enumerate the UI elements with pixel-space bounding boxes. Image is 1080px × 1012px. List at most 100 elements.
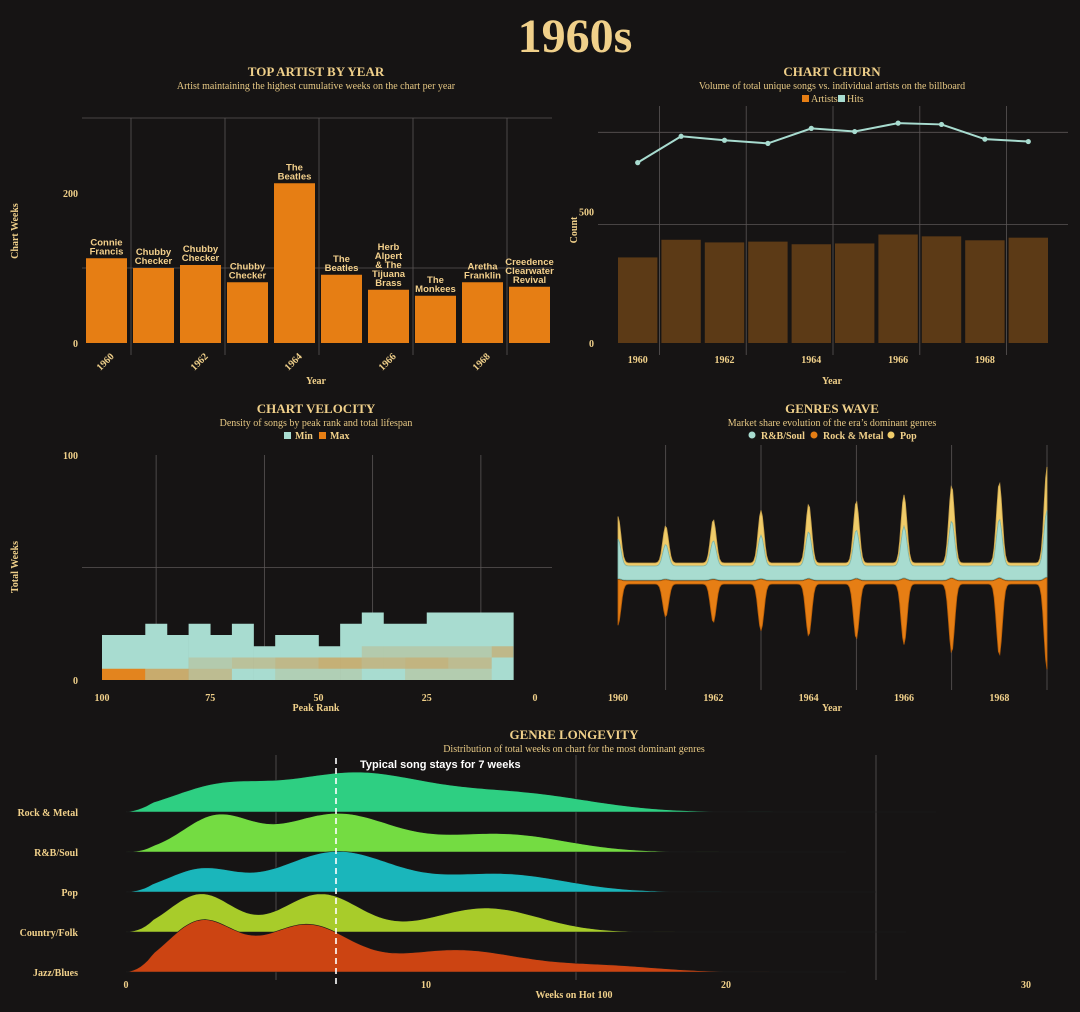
chart-churn-ylabel: Count <box>569 216 580 243</box>
x-tick-label: 1966 <box>377 351 399 373</box>
x-tick-label: 1968 <box>989 693 1009 704</box>
x-tick-label: 1960 <box>95 351 117 373</box>
chart-velocity-xlabel: Peak Rank <box>293 703 340 714</box>
heat-cell-hot <box>188 668 232 680</box>
bar-label: The Monkees <box>415 275 456 295</box>
bar-label: Aretha Franklin <box>464 261 501 281</box>
hits-point-1964 <box>808 125 814 131</box>
heat-cell-hot <box>231 657 276 669</box>
heat-cell-hot <box>361 657 406 669</box>
top-artist-subtitle: Artist maintaining the highest cumulativ… <box>177 81 456 92</box>
bar-1961 <box>133 268 174 343</box>
x-tick-label: 1962 <box>715 355 735 366</box>
legend-label-rnb: R&B/Soul <box>761 431 805 442</box>
heat-cell-hot <box>145 668 189 680</box>
genres-wave-subtitle: Market share evolution of the era’s domi… <box>728 418 937 429</box>
bar-artists-1962 <box>704 242 745 343</box>
bar-label: Chubby Checker <box>135 247 173 267</box>
x-tick-label: 10 <box>421 980 431 991</box>
x-tick-label: 1964 <box>801 355 821 366</box>
bar-label: Connie Francis <box>90 237 124 257</box>
top-artist-title: TOP ARTIST BY YEAR <box>248 64 385 79</box>
bar-1968 <box>462 282 503 343</box>
chart-churn-xlabel: Year <box>822 376 843 387</box>
y-tick-label: 100 <box>63 451 78 462</box>
x-tick-label: 0 <box>124 980 129 991</box>
top-artist-panel: TOP ARTIST BY YEAR Artist maintaining th… <box>10 64 554 387</box>
x-tick-label: 1962 <box>703 693 723 704</box>
chart-velocity-panel: CHART VELOCITY Density of songs by peak … <box>10 401 552 714</box>
legend-label-rock: Rock & Metal <box>823 431 884 442</box>
chart-churn-title: CHART CHURN <box>783 64 881 79</box>
heat-cell-hot <box>405 668 492 680</box>
top-artist-ylabel: Chart Weeks <box>10 203 21 259</box>
legend-dot-rnb <box>748 431 756 439</box>
bar-artists-1969 <box>1008 237 1048 343</box>
bar-1967 <box>415 295 456 343</box>
genres-wave-title: GENRES WAVE <box>785 401 879 416</box>
y-tick-label: 200 <box>63 189 78 200</box>
legend-swatch-max <box>319 432 326 439</box>
x-tick-label: 1960 <box>628 355 648 366</box>
ridge-r-b-soul <box>125 813 846 853</box>
bar-artists-1961 <box>661 239 701 343</box>
genres-wave-xlabel: Year <box>822 703 843 714</box>
bar-1963 <box>227 282 268 343</box>
ridge-label: R&B/Soul <box>34 848 78 859</box>
heat-cell-hot <box>275 657 319 669</box>
chart-velocity-ylabel: Total Weeks <box>10 541 21 593</box>
ridge-label: Rock & Metal <box>17 808 78 819</box>
y-tick-label: 0 <box>73 676 78 687</box>
hits-line <box>637 122 1029 164</box>
genre-longevity-title: GENRE LONGEVITY <box>510 727 640 742</box>
hits-point-1966 <box>895 120 901 126</box>
heat-cell-min <box>426 612 514 680</box>
x-tick-label: 1968 <box>975 355 995 366</box>
x-tick-label: 1966 <box>888 355 908 366</box>
hits-point-1962 <box>721 137 728 143</box>
ridge-label: Country/Folk <box>20 928 79 939</box>
heat-cell-min <box>210 635 233 680</box>
hits-point-1960 <box>635 160 641 166</box>
chart-velocity-title: CHART VELOCITY <box>257 401 376 416</box>
bar-label: Chubby Checker <box>229 261 267 281</box>
stream-rnb-soul <box>617 510 1048 581</box>
legend-dot-rock <box>810 431 818 439</box>
median-annotation: Typical song stays for 7 weeks <box>360 759 521 771</box>
bar-1966 <box>368 289 409 343</box>
chart-churn-subtitle: Volume of total unique songs vs. individ… <box>699 81 965 92</box>
genres-wave-panel: GENRES WAVE Market share evolution of th… <box>608 401 1048 714</box>
bar-artists-1965 <box>835 243 875 343</box>
heat-cell-hot <box>102 668 146 680</box>
legend-label-max: Max <box>330 431 349 442</box>
y-tick-label: 0 <box>73 339 78 350</box>
heat-cell-min <box>383 623 428 680</box>
bar-artists-1966 <box>878 234 918 343</box>
bar-1969 <box>509 286 550 343</box>
legend-label-pop: Pop <box>900 431 917 442</box>
bar-1960 <box>86 258 127 343</box>
heat-cell-min <box>361 612 384 680</box>
bar-1962 <box>180 265 221 343</box>
legend-dot-pop <box>887 431 895 439</box>
chart-velocity-subtitle: Density of songs by peak rank and total … <box>220 418 413 429</box>
ridge-country-folk <box>125 893 906 933</box>
ridge-jazz-blues <box>125 919 846 973</box>
heat-cell-hot <box>405 657 449 669</box>
x-tick-label: 0 <box>533 693 538 704</box>
y-tick-label: 0 <box>589 339 594 350</box>
bar-artists-1960 <box>618 257 658 343</box>
hits-point-1961 <box>678 133 684 139</box>
hits-point-1965 <box>852 128 858 135</box>
heat-cell-min <box>275 635 319 680</box>
x-tick-label: 100 <box>95 693 110 704</box>
x-tick-label: 1968 <box>471 351 493 373</box>
x-tick-label: 20 <box>721 980 731 991</box>
top-artist-xlabel: Year <box>306 376 327 387</box>
legend-swatch-artists <box>802 95 809 102</box>
legend-swatch-min <box>284 432 291 439</box>
x-tick-label: 75 <box>205 693 215 704</box>
x-tick-label: 1964 <box>799 693 819 704</box>
heat-cell-min <box>253 646 276 680</box>
hits-point-1969 <box>1025 138 1031 145</box>
